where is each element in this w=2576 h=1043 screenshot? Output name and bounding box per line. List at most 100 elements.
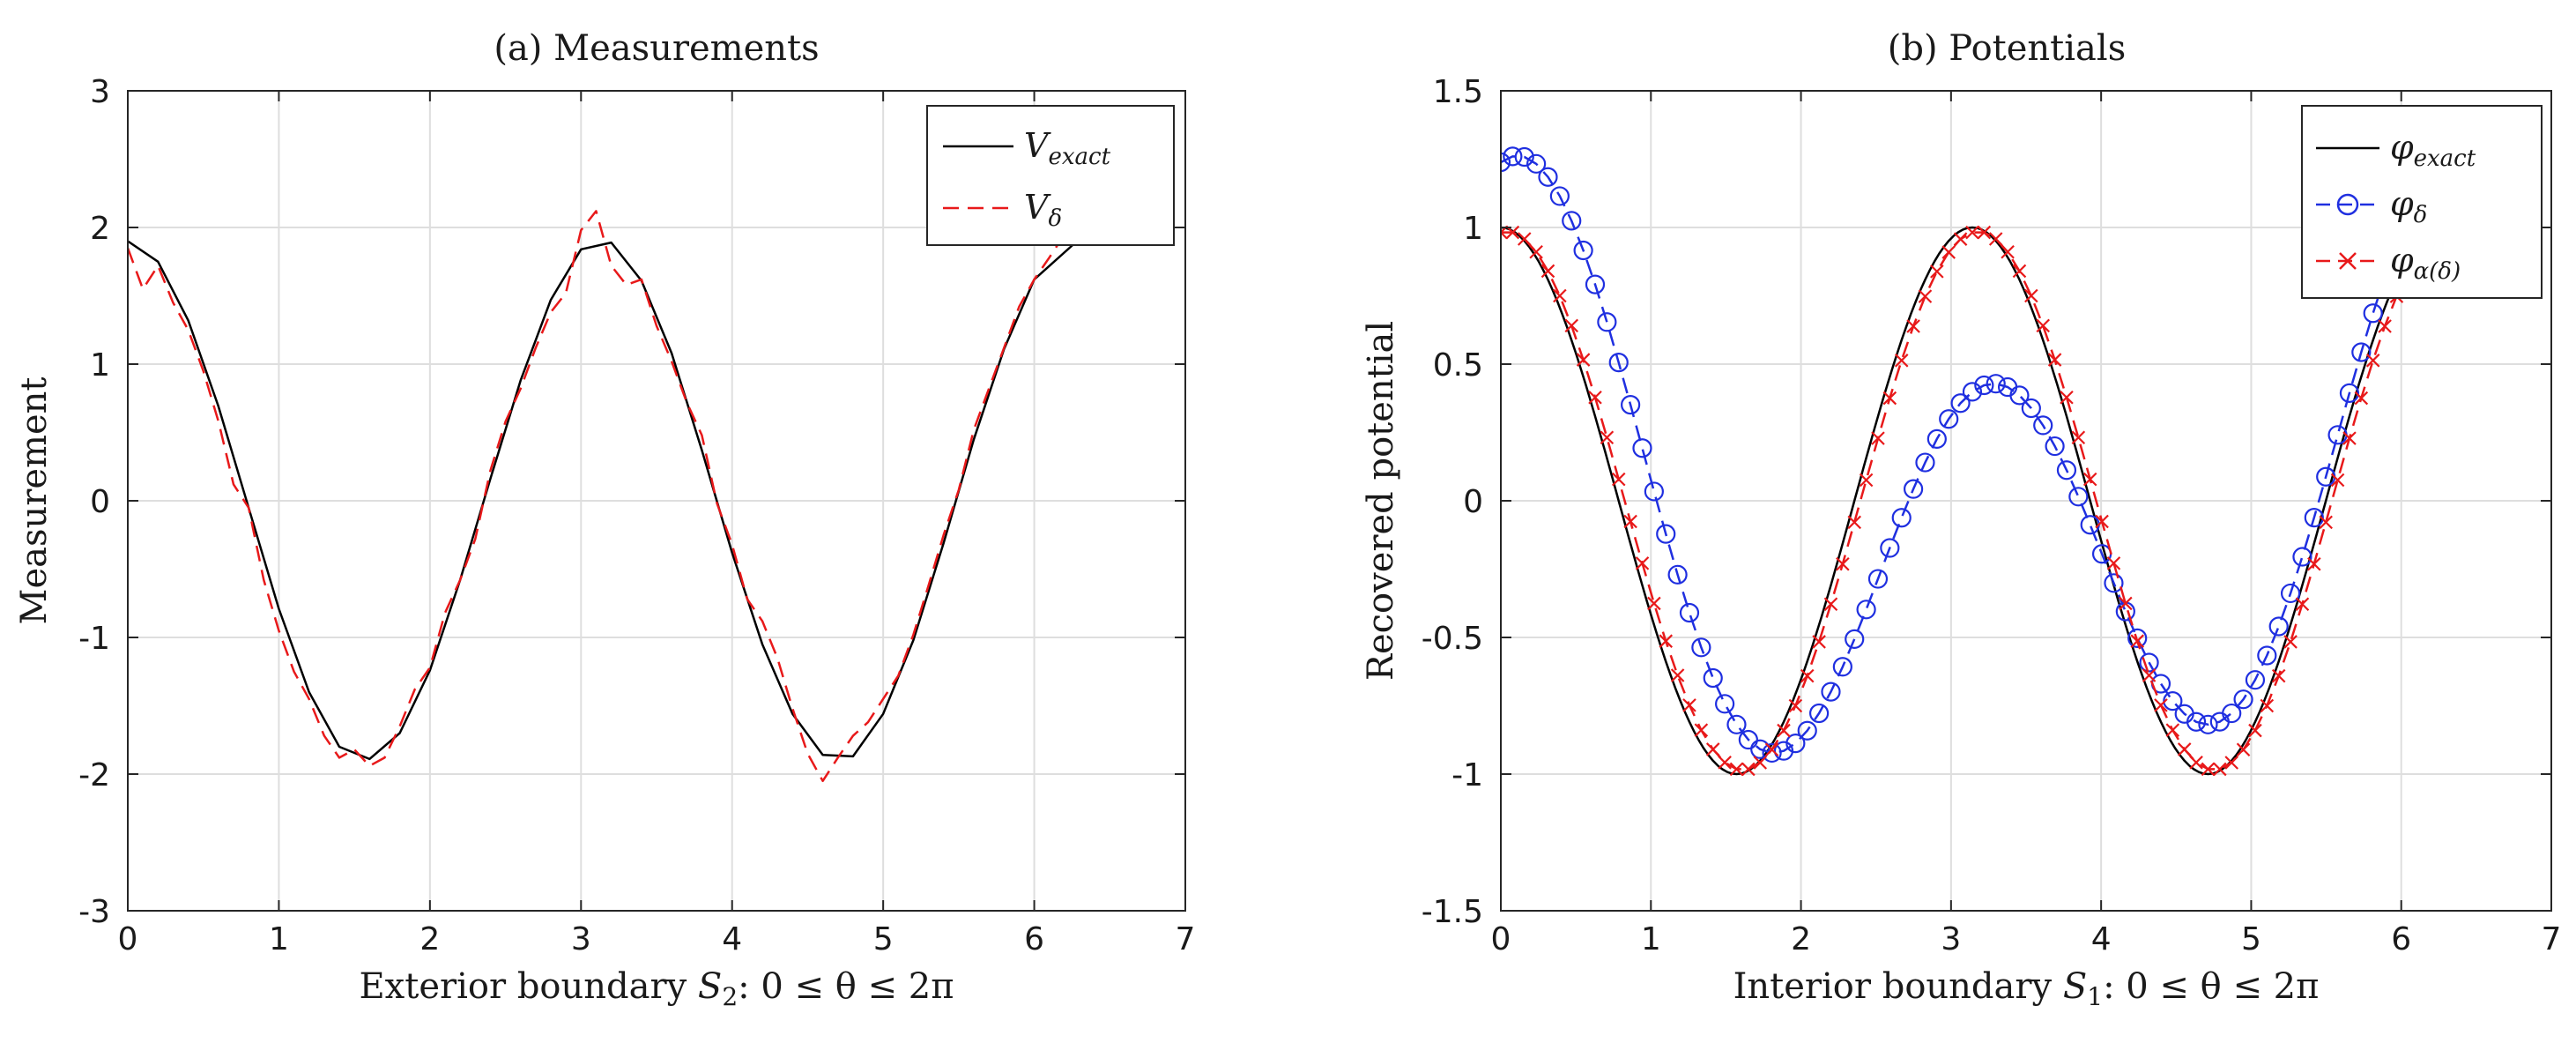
series-point xyxy=(1597,312,1617,332)
series-point xyxy=(1623,514,1637,529)
series-point xyxy=(1670,668,1685,682)
series-point xyxy=(1573,240,1593,261)
series-point xyxy=(1926,428,1947,449)
series-point xyxy=(1845,629,1865,649)
series-point xyxy=(2236,742,2251,757)
panel-b-xlabel-sym: S xyxy=(2063,966,2087,1007)
series-point xyxy=(1871,431,1885,445)
series-point xyxy=(2106,556,2121,570)
series-point xyxy=(2012,264,2027,279)
series-point xyxy=(1667,564,1688,585)
series-point xyxy=(1797,720,1817,741)
panel-a-xlabel: Exterior boundary S2: 0 ≤ θ ≤ 2π xyxy=(359,966,954,1011)
series-point xyxy=(2127,628,2148,648)
series-point xyxy=(1918,289,1933,303)
series-point xyxy=(2045,436,2065,457)
x-tick-label: 0 xyxy=(118,921,138,957)
series-point xyxy=(2201,762,2216,777)
x-tick-label: 5 xyxy=(873,921,894,957)
series-point xyxy=(1691,637,1711,658)
series-point xyxy=(2068,487,2089,507)
panel-b-xlabel-prefix: Interior boundary xyxy=(1733,966,2063,1007)
series-point xyxy=(1856,600,1876,620)
series-point xyxy=(1785,734,1806,754)
series-point xyxy=(1703,667,1723,689)
series-point xyxy=(1682,698,1696,712)
panel-b-ticks: 0 1 2 3 4 5 6 7 -1.5 -1 -0.5 0 0.5 1 1.5 xyxy=(1422,74,2562,957)
series-point xyxy=(2186,711,2207,732)
series-point xyxy=(1656,524,1676,544)
series-point xyxy=(1915,452,1935,473)
panel-b-xlabel-suffix: : 0 ≤ θ ≤ 2π xyxy=(2103,966,2319,1007)
legend-a-label-vexact: Vexact xyxy=(1024,126,1111,170)
series-point xyxy=(2033,415,2053,436)
series-point xyxy=(2024,288,2038,303)
series-point xyxy=(2257,645,2277,666)
series-point xyxy=(1988,232,2003,246)
x-tick-label: 1 xyxy=(1641,921,1661,957)
series-point xyxy=(1762,742,1782,764)
series-point xyxy=(1585,274,1606,294)
series-point xyxy=(1644,481,1664,502)
series-point xyxy=(2245,670,2266,690)
panel-a-legend-box xyxy=(926,105,1175,246)
series-point xyxy=(1941,245,1956,259)
y-tick-label: 1.5 xyxy=(1433,74,1483,110)
series-point xyxy=(1608,353,1629,373)
series-point xyxy=(1962,382,1983,402)
series-point xyxy=(2339,383,2360,403)
panel-a-series xyxy=(128,210,1078,783)
panel-a-xlabel-prefix: Exterior boundary xyxy=(359,966,697,1007)
series-point xyxy=(2378,319,2392,333)
panel-b-title: (b) Potentials xyxy=(1888,28,2126,69)
panel-b-series xyxy=(1501,146,2454,777)
x-tick-label: 2 xyxy=(1791,921,1811,957)
legend-b-marker-phi-alpha xyxy=(2339,252,2357,270)
series-point xyxy=(1821,682,1841,702)
panel-measurements: (a) Measurements 0 1 2 3 4 5 6 7 -3 -2 -1 0 1 2 3 Exte… xyxy=(14,28,1195,1011)
series-point xyxy=(2189,756,2203,770)
series-line-1 xyxy=(128,210,1078,783)
panel-b-xlabel: Interior boundary S1: 0 ≤ θ ≤ 2π xyxy=(1733,966,2320,1011)
y-tick-label: -1 xyxy=(78,621,110,657)
series-point xyxy=(1514,146,1534,168)
series-point xyxy=(1930,264,1944,279)
y-tick-label: -1.5 xyxy=(1422,894,1483,930)
series-point xyxy=(2342,431,2357,445)
x-tick-label: 0 xyxy=(1491,921,1511,957)
y-tick-label: -1 xyxy=(1451,757,1483,793)
series-point xyxy=(1977,225,1992,240)
series-point xyxy=(2213,762,2227,777)
series-line-1 xyxy=(1501,155,2445,755)
series-point xyxy=(1903,479,1924,499)
series-point xyxy=(1588,390,1602,405)
series-point xyxy=(1894,354,1909,368)
panel-b-xlabel-sub: 1 xyxy=(2087,982,2103,1011)
series-point xyxy=(1965,225,1979,240)
y-tick-label: -3 xyxy=(78,894,110,930)
series-point xyxy=(1859,473,1874,488)
series-point xyxy=(1788,698,1803,713)
series-point xyxy=(1750,739,1771,759)
series-point xyxy=(1564,318,1579,333)
series-point xyxy=(1738,729,1758,750)
panel-a-xlabel-suffix: : 0 ≤ θ ≤ 2π xyxy=(738,966,954,1007)
series-point xyxy=(2271,668,2286,683)
panel-a-title: (a) Measurements xyxy=(494,28,819,69)
x-tick-label: 1 xyxy=(269,921,289,957)
series-point xyxy=(1647,596,1661,611)
series-point xyxy=(2351,342,2372,362)
series-point xyxy=(2248,723,2262,738)
series-point xyxy=(1800,668,1815,683)
series-point xyxy=(2104,573,2124,593)
panel-b-legend: φexact φδ φα(δ) xyxy=(2301,105,2543,299)
panel-b-ylabel: Recovered potential xyxy=(1361,321,1401,681)
series-point xyxy=(1517,232,1532,246)
series-point xyxy=(1529,244,1543,259)
series-point xyxy=(1880,538,1900,558)
series-point xyxy=(1741,762,1756,777)
series-point xyxy=(2082,472,2097,487)
series-point xyxy=(1939,409,1959,429)
x-tick-label: 4 xyxy=(2091,921,2112,957)
